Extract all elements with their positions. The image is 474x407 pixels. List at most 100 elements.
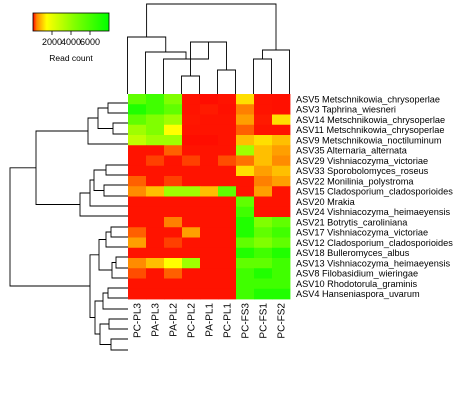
heatmap-cell	[200, 186, 219, 197]
legend-tick-label: 4000	[61, 37, 81, 47]
heatmap-cell	[146, 288, 165, 300]
heatmap-cell	[164, 94, 183, 105]
heatmap-cell	[182, 237, 201, 249]
heatmap-cell	[200, 114, 219, 126]
heatmap-cell	[236, 104, 255, 115]
heatmap-cell	[146, 135, 165, 146]
heatmap-cell	[164, 155, 183, 167]
heatmap-cell	[236, 206, 255, 218]
heatmap-cell	[146, 237, 165, 249]
heatmap-cell	[164, 206, 183, 218]
heatmap-cell	[218, 278, 237, 290]
heatmap-cell	[218, 258, 237, 269]
heatmap-cell	[272, 124, 291, 136]
heatmap-cell	[146, 206, 165, 218]
heatmap-cell	[146, 104, 165, 115]
heatmap-cell	[236, 258, 255, 269]
column-label: PC-PL2	[187, 303, 198, 338]
heatmap-cell	[200, 94, 219, 105]
heatmap-cell	[146, 186, 165, 197]
heatmap-cell	[200, 176, 219, 187]
heatmap-cell	[272, 94, 291, 105]
heatmap-cell	[254, 247, 273, 259]
row-label: ASV3 Taphrina_wiesneri	[296, 105, 396, 115]
heatmap-cell	[164, 278, 183, 290]
heatmap-cell	[218, 114, 237, 126]
heatmap-cell	[200, 288, 219, 300]
heatmap-cell	[128, 176, 147, 187]
heatmap-cell	[164, 145, 183, 156]
heatmap-cell	[254, 268, 273, 279]
heatmap-cell	[218, 186, 237, 197]
heatmap-cell	[164, 237, 183, 249]
row-label: ASV29 Vishniacozyma_victoriae	[296, 156, 428, 166]
heatmap-cell	[146, 217, 165, 228]
heatmap-cell	[254, 145, 273, 156]
heatmap-cell	[128, 237, 147, 249]
heatmap-cell	[128, 135, 147, 146]
heatmap-cell	[272, 186, 291, 197]
heatmap-cell	[128, 94, 147, 105]
heatmap-cell	[218, 288, 237, 300]
heatmap-cell	[200, 227, 219, 238]
heatmap-cell	[254, 227, 273, 238]
heatmap-cell	[200, 206, 219, 218]
heatmap-cell	[182, 268, 201, 279]
heatmap-cell	[200, 237, 219, 249]
heatmap-cell	[128, 247, 147, 259]
heatmap-cell	[164, 217, 183, 228]
heatmap-cell	[272, 114, 291, 126]
heatmap-cell	[146, 227, 165, 238]
heatmap-cell	[200, 124, 219, 136]
column-dendrogram-branches	[127, 3, 290, 94]
column-dendrogram	[127, 3, 290, 94]
heatmap-cell	[146, 94, 165, 105]
heatmap-cell	[254, 165, 273, 177]
heatmap-cell	[254, 288, 273, 300]
heatmap-cell	[236, 186, 255, 197]
heatmap-cell	[272, 145, 291, 156]
row-label: ASV15 Cladosporium_cladosporioides	[296, 187, 453, 197]
heatmap-cell	[128, 268, 147, 279]
heatmap-cell	[182, 258, 201, 269]
heatmap-cell	[182, 104, 201, 115]
heatmap-cell	[236, 268, 255, 279]
heatmap-cell	[272, 247, 291, 259]
column-label: PC-PL1	[223, 303, 234, 338]
heatmap-cell	[164, 196, 183, 208]
heatmap-cell	[128, 206, 147, 218]
heatmap-cell	[254, 176, 273, 187]
heatmap-cell	[200, 135, 219, 146]
column-labels: PC-PL3 PA-PL3 PA-PL2 PC-PL2 PA-PL1 PC-PL1 PC-F…	[133, 303, 288, 339]
heatmap-cell	[146, 247, 165, 259]
heatmap-cell	[146, 165, 165, 177]
heatmap-cell	[182, 288, 201, 300]
heatmap-cell	[146, 124, 165, 136]
heatmap-cell	[182, 135, 201, 146]
heatmap-cell	[146, 268, 165, 279]
heatmap-cell	[128, 124, 147, 136]
heatmap-cell	[236, 288, 255, 300]
heatmap-cell	[236, 176, 255, 187]
heatmap-cells	[128, 94, 291, 300]
heatmap-cell	[164, 268, 183, 279]
heatmap-cell	[182, 124, 201, 136]
heatmap-cell	[236, 94, 255, 105]
heatmap-cell	[272, 165, 291, 177]
legend-tick-label: 6000	[80, 37, 100, 47]
heatmap-cell	[182, 94, 201, 105]
heatmap-cell	[146, 145, 165, 156]
heatmap-cell	[182, 176, 201, 187]
row-label: ASV4 Hanseniaspora_uvarum	[296, 289, 420, 299]
heatmap-cell	[164, 227, 183, 238]
row-dendrogram-branches	[9, 102, 128, 351]
heatmap-cell	[218, 206, 237, 218]
row-label: ASV24 Vishniacozyma_heimaeyensis	[296, 207, 450, 217]
heatmap-cell	[200, 165, 219, 177]
column-label: PC-FS1	[259, 303, 270, 339]
heatmap-cell	[218, 237, 237, 249]
